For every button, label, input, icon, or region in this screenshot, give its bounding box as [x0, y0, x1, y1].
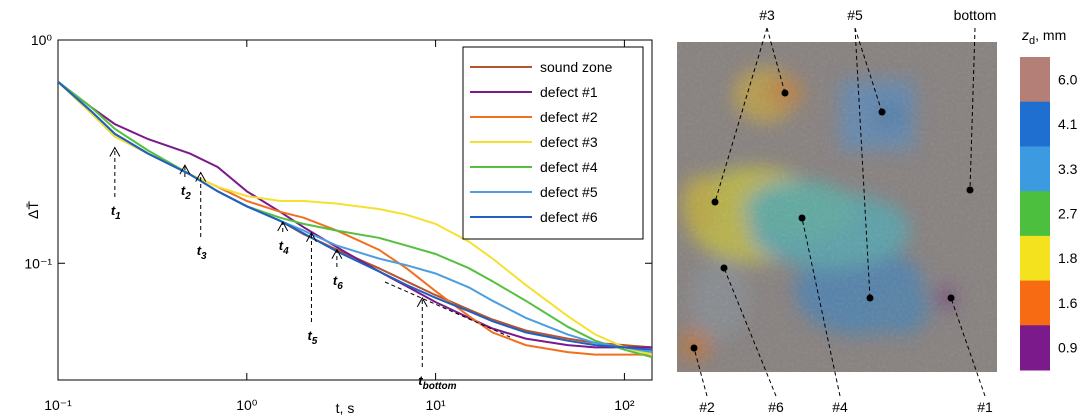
legend-label: defect #3 [540, 134, 598, 150]
arrow-head [331, 248, 343, 259]
legend-box [462, 46, 644, 240]
legend: sound zone defect #1 defect #2 defect #3 def… [462, 46, 644, 240]
colorbar-label: 0.9 [1058, 340, 1078, 356]
colorbar-title: zd, mm [1021, 27, 1066, 47]
pointer-line [693, 347, 708, 397]
image-annotations: #3 #5 bottom #2 #6 #4 #1 zd, mm 6.0 4.1 3.3 2.7 1.8 1… [690, 7, 1078, 415]
pointer-dot [690, 344, 698, 352]
x-tick-label: 10⁰ [236, 397, 258, 413]
annotation-text: t [181, 183, 186, 198]
annotation-text: t [279, 238, 284, 253]
colorbar-label: 4.1 [1058, 116, 1078, 132]
annotation-sub: 6 [337, 281, 343, 292]
pointer-line [854, 27, 871, 299]
annotation-sub: 2 [184, 191, 191, 202]
x-tick-label: 10⁻¹ [44, 397, 72, 413]
legend-label: defect #6 [540, 209, 598, 225]
annotation-text: t [111, 203, 116, 218]
annotation-sub: 1 [115, 211, 121, 222]
annotation-text: t [197, 243, 202, 258]
colorbar-label: 2.7 [1058, 206, 1078, 222]
arrow-head [277, 220, 289, 232]
legend-label: defect #1 [540, 84, 598, 100]
pointer-dot [720, 264, 728, 272]
arrow-head [109, 146, 121, 157]
pointer-line [766, 27, 786, 94]
annotation-sub: 5 [312, 336, 318, 347]
arrow-head [416, 296, 428, 308]
pointer-dot [798, 214, 806, 222]
colorbar-swatch [1020, 235, 1050, 282]
pointer-line [801, 217, 841, 397]
colorbar-title-main: z [1021, 27, 1029, 43]
annotation-text: t [307, 328, 312, 343]
region-label: #1 [977, 399, 993, 415]
annotation-label: tbottom [418, 373, 456, 392]
legend-label: defect #2 [540, 109, 598, 125]
pointer-line [714, 27, 768, 203]
plot-lines [58, 81, 652, 359]
pointer-line [950, 297, 986, 397]
colorbar-label: 6.0 [1058, 71, 1078, 87]
legend-label: defect #5 [540, 184, 598, 200]
region-label: #4 [832, 399, 848, 415]
pointer-dot [947, 294, 955, 302]
annotation-label: t1 [111, 203, 121, 222]
colorbar-title-sub: d [1029, 35, 1035, 47]
annotation-label: t6 [333, 273, 343, 292]
region-label: #6 [768, 399, 784, 415]
colorbar-swatch [1020, 191, 1050, 237]
pointer-line [854, 27, 883, 113]
annotation-label: t5 [307, 328, 317, 347]
colorbar-swatch [1020, 57, 1050, 103]
y-axis-label: ΔT̄ [25, 201, 41, 219]
region-label: #3 [759, 7, 775, 23]
colorbar-swatch [1020, 101, 1050, 147]
region-label: #5 [847, 7, 863, 23]
plot-frame [57, 39, 653, 381]
arrow-head [179, 164, 191, 175]
pointer-dot [878, 108, 886, 116]
series-line [58, 81, 652, 349]
x-tick-label: 10¹ [425, 397, 446, 413]
colorbar-title-rest: , mm [1035, 27, 1066, 43]
colorbar-label: 3.3 [1058, 161, 1078, 177]
image-noise [677, 42, 997, 372]
pointer-dot [866, 294, 874, 302]
colorbar-swatch [1020, 325, 1050, 371]
pointer-dot [966, 186, 974, 194]
y-tick-label: 10⁻¹ [24, 255, 52, 271]
pointer-line [723, 267, 777, 397]
pointer-line [969, 27, 976, 191]
annotation-label: t2 [181, 183, 191, 202]
x-axis-label: t, s [336, 400, 355, 416]
annotation-text: t [418, 373, 423, 388]
legend-label: defect #4 [540, 159, 598, 175]
pointer-dot [781, 89, 789, 97]
annotation-label: t3 [197, 243, 207, 262]
thermogram [677, 42, 997, 372]
arrow-head [195, 171, 207, 182]
colorbar-swatch [1020, 146, 1050, 192]
annotation-sub: 4 [282, 246, 289, 257]
x-tick-label: 10² [614, 397, 635, 413]
tangent-line [384, 281, 511, 338]
annotation-label: t4 [279, 238, 289, 257]
series-line [58, 81, 652, 359]
pointer-dot [711, 198, 719, 206]
colorbar-label: 1.8 [1058, 250, 1078, 266]
series-line [58, 81, 652, 351]
legend-label: sound zone [540, 59, 613, 75]
y-tick-label: 10⁰ [31, 32, 53, 48]
colorbar-swatch [1020, 280, 1050, 326]
arrow-head [306, 231, 317, 242]
annotation-sub: 3 [201, 251, 207, 262]
annotation-text: t [333, 273, 338, 288]
region-label: #2 [699, 399, 715, 415]
colorbar-label: 1.6 [1058, 295, 1078, 311]
annotation-sub: bottom [423, 381, 457, 392]
region-label: bottom [954, 7, 997, 23]
